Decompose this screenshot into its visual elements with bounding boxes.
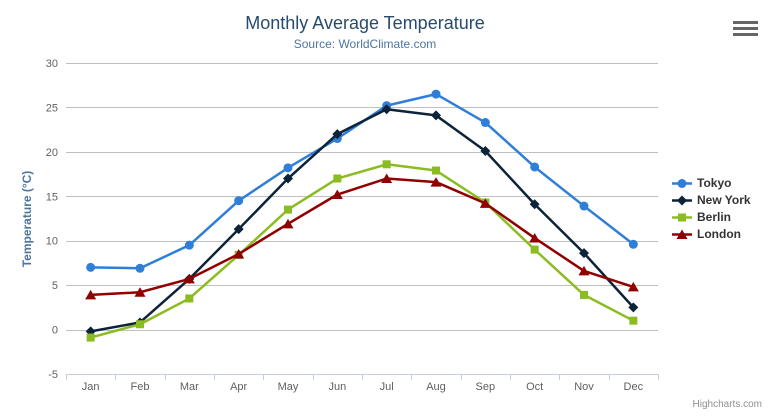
legend-label: Tokyo [697, 176, 732, 190]
legend-marker [677, 178, 687, 188]
x-axis-label: Oct [526, 381, 543, 393]
y-axis-label: -5 [48, 369, 58, 381]
y-axis-label: 25 [46, 102, 58, 114]
x-axis-label: Sep [476, 381, 496, 393]
data-point[interactable] [432, 166, 440, 175]
y-axis-label: 0 [52, 325, 58, 337]
data-point[interactable] [431, 89, 441, 99]
chart-title: Monthly Average Temperature [245, 13, 485, 33]
data-point[interactable] [480, 118, 490, 128]
circle-legend-marker-icon [672, 178, 692, 188]
diamond-legend-marker-icon [672, 195, 692, 205]
legend-label: London [697, 227, 741, 241]
data-point[interactable] [529, 199, 540, 210]
x-axis-label: Dec [624, 381, 644, 393]
data-point[interactable] [579, 248, 589, 259]
data-point[interactable] [627, 281, 639, 292]
x-axis-label: Feb [131, 381, 150, 393]
square-legend-marker-icon [672, 213, 692, 221]
x-axis-label: Mar [180, 381, 199, 393]
legend: Tokyo New York Berlin London [672, 175, 751, 243]
series-line[interactable] [89, 163, 635, 339]
data-point[interactable] [530, 162, 540, 172]
x-axis-label: Apr [230, 381, 247, 393]
y-axis-label: 20 [46, 147, 58, 159]
data-point[interactable] [86, 262, 96, 272]
hamburger-icon [733, 27, 758, 30]
legend-marker [677, 195, 687, 205]
x-axis-label: Jan [82, 381, 100, 393]
series-line[interactable] [89, 107, 635, 333]
credits-link[interactable]: Highcharts.com [692, 399, 762, 410]
legend-marker [676, 229, 688, 239]
chart-subtitle: Source: WorldClimate.com [293, 37, 437, 51]
data-point[interactable] [628, 239, 638, 249]
data-point[interactable] [85, 289, 97, 300]
data-point[interactable] [479, 198, 491, 208]
y-axis-label: 10 [46, 236, 58, 248]
data-point[interactable] [629, 316, 638, 325]
x-axis-label: Nov [574, 381, 594, 393]
data-point[interactable] [134, 287, 146, 297]
data-point[interactable] [283, 173, 293, 184]
data-point[interactable] [332, 129, 343, 140]
series-london [85, 173, 639, 300]
data-point[interactable] [578, 265, 590, 276]
data-point[interactable] [530, 245, 539, 254]
data-point[interactable] [480, 145, 491, 156]
data-point[interactable] [382, 160, 391, 169]
x-axis-label: Aug [426, 381, 446, 393]
data-point[interactable] [284, 205, 292, 214]
data-point[interactable] [580, 290, 588, 299]
data-point[interactable] [135, 263, 145, 273]
data-point[interactable] [183, 273, 195, 284]
legend-item-berlin[interactable]: Berlin [672, 209, 751, 225]
data-point[interactable] [282, 218, 294, 229]
data-point[interactable] [331, 189, 343, 200]
series-line[interactable] [89, 92, 635, 270]
legend-item-new-york[interactable]: New York [672, 192, 751, 208]
triangle-legend-marker-icon [672, 229, 692, 239]
data-point[interactable] [185, 294, 194, 303]
legend-item-london[interactable]: London [672, 226, 751, 242]
legend-label: Berlin [697, 210, 732, 224]
y-axis-label: 5 [52, 280, 58, 292]
legend-item-tokyo[interactable]: Tokyo [672, 175, 751, 191]
y-axis-title: Temperature (°C) [20, 170, 34, 268]
legend-marker [678, 213, 686, 221]
x-axis-label: Jul [380, 381, 394, 393]
x-axis-label: May [278, 381, 299, 393]
data-point[interactable] [233, 249, 245, 259]
data-point[interactable] [333, 174, 342, 183]
data-point[interactable] [233, 224, 244, 235]
data-point[interactable] [431, 110, 441, 121]
data-point[interactable] [430, 177, 442, 187]
x-axis-label: Jun [328, 381, 346, 393]
series-line[interactable] [89, 177, 635, 297]
data-point[interactable] [184, 240, 194, 250]
context-menu-button[interactable] [733, 21, 758, 36]
legend-label: New York [697, 193, 751, 207]
y-axis-label: 15 [46, 191, 58, 203]
data-point[interactable] [381, 173, 393, 184]
data-point[interactable] [628, 302, 639, 313]
data-point[interactable] [529, 233, 541, 243]
data-point[interactable] [86, 333, 95, 342]
data-point[interactable] [579, 201, 589, 211]
y-axis-label: 30 [46, 58, 58, 70]
data-point[interactable] [234, 196, 244, 206]
data-point[interactable] [381, 104, 392, 115]
hamburger-icon [733, 33, 758, 36]
hamburger-icon [733, 21, 758, 24]
data-point[interactable] [136, 320, 144, 329]
series-tokyo [86, 89, 638, 273]
series-new-york [85, 104, 639, 337]
data-point[interactable] [283, 163, 293, 173]
